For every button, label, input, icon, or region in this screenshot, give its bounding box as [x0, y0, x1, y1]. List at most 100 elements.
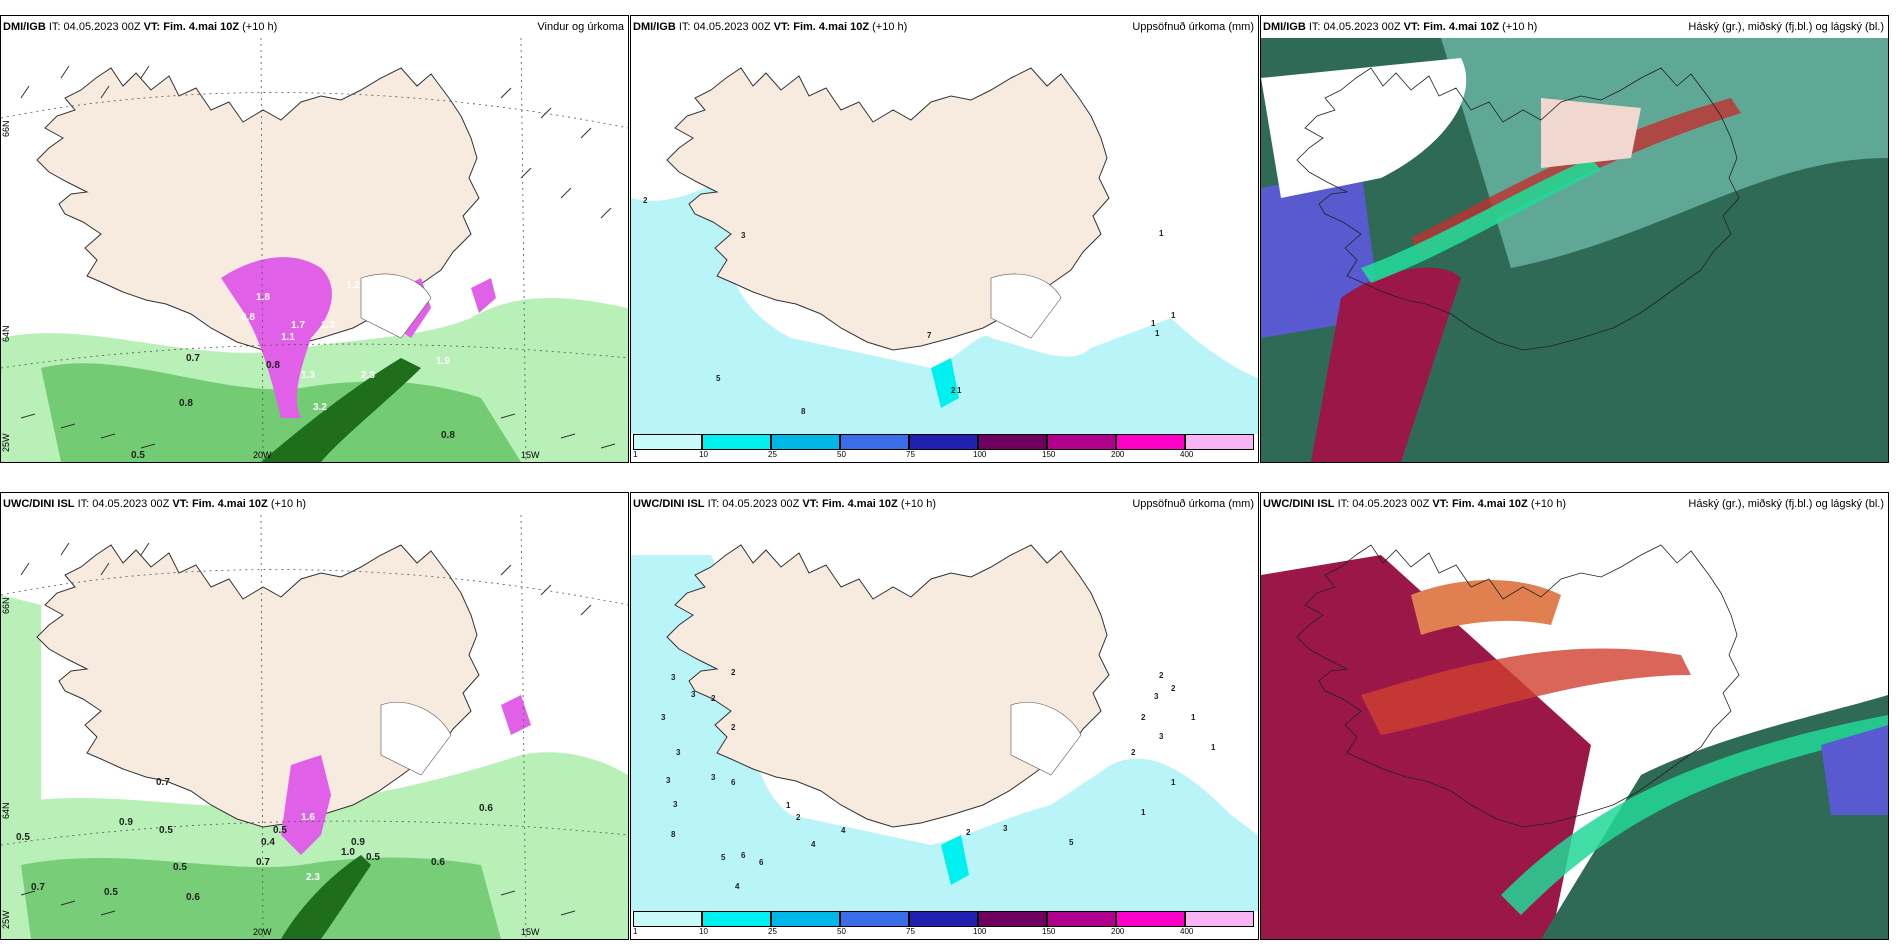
precip-amount-label: 3 — [711, 773, 716, 782]
panel-header: DMI/IGB IT: 04.05.2023 00Z VT: Fim. 4.ma… — [631, 16, 1258, 38]
precip-cyan-strong — [941, 835, 969, 885]
lat-label-64n: 64N — [1, 325, 11, 342]
precip-amount-label: 2 — [731, 668, 736, 677]
precip-amount-label: 3 — [666, 776, 671, 785]
colorbar: 1 10 25 50 75 100 150 200 400 — [633, 434, 1255, 459]
model-name: DMI/IGB — [1263, 21, 1306, 33]
precip-label: 2.3 — [306, 872, 320, 883]
precip-amount-label: 6 — [731, 778, 736, 787]
colorbar-swatch — [702, 911, 771, 927]
precip-label: 0.8 — [441, 430, 455, 441]
valid-time: Fim. 4.mai 10Z — [163, 21, 240, 33]
colorbar-tick: 150 — [1042, 450, 1056, 459]
precip-amount-label: 4 — [841, 826, 846, 835]
colorbar-swatch — [1185, 911, 1254, 927]
precip-amount-label: 1 — [1211, 743, 1216, 752]
precip-label: 0.4 — [261, 837, 275, 848]
colorbar-swatch — [840, 434, 909, 450]
precip-amount-label: 2 — [796, 813, 801, 822]
colorbar-swatch — [1116, 911, 1185, 927]
valid-label: VT: — [802, 498, 819, 510]
colorbar-swatch — [771, 434, 840, 450]
precip-label: 2.3 — [361, 370, 375, 381]
init-time: 04.05.2023 00Z — [1323, 21, 1401, 33]
magenta-precip — [281, 755, 331, 855]
lon-label-15w: 15W — [521, 927, 540, 937]
precip-label: 0.7 — [381, 300, 395, 311]
glacier-white — [990, 273, 1062, 339]
lead-time: (+10 h) — [242, 21, 278, 33]
valid-time: Fim. 4.mai 10Z — [191, 498, 268, 510]
glacier-white — [380, 702, 452, 776]
model-name: DMI/IGB — [633, 21, 676, 33]
precip-label: 0.5 — [104, 887, 118, 898]
valid-time: Fim. 4.mai 10Z — [821, 498, 898, 510]
precip-amount-label: 1 — [1159, 229, 1164, 238]
colorbar-swatch — [771, 911, 840, 927]
glacier-white — [1010, 702, 1082, 776]
panel-dmi-wind-precip: DMI/IGB IT: 04.05.2023 00Z VT: Fim. 4.ma… — [0, 15, 629, 463]
model-name: UWC/DINI ISL — [1263, 498, 1335, 510]
precip-amount-label: 5 — [1069, 838, 1074, 847]
precip-label: 0.9 — [351, 837, 365, 848]
valid-label: VT: — [773, 21, 791, 33]
colorbar-tick: 150 — [1042, 927, 1056, 936]
precip-cyan — [631, 555, 1258, 911]
precip-amount-label: 2 — [711, 694, 716, 703]
colorbar: 1 10 25 50 75 100 150 200 400 — [633, 911, 1255, 936]
precip-label: 0.6 — [431, 857, 445, 868]
precip-label: 1.7 — [291, 320, 305, 331]
panel-header: UWC/DINI ISL IT: 04.05.2023 00Z VT: Fim.… — [1, 493, 628, 515]
panel-header: DMI/IGB IT: 04.05.2023 00Z VT: Fim. 4.ma… — [1, 16, 628, 38]
init-time: 04.05.2023 00Z — [1352, 498, 1430, 510]
precip-label: 1.0 — [341, 847, 355, 858]
precip-label: 0.7 — [256, 857, 270, 868]
lat-label-64n: 64N — [1, 802, 11, 819]
precip-field-light — [1, 595, 628, 939]
colorbar-tick: 400 — [1180, 450, 1194, 459]
colorbar-tick: 1 — [633, 927, 638, 936]
precip-field-mid — [21, 857, 501, 939]
precip-amount-label: 3 — [741, 231, 746, 240]
precip-label: 3.2 — [313, 402, 327, 413]
panel-title: Vindur og úrkoma — [537, 21, 624, 33]
colorbar-swatch — [909, 911, 978, 927]
init-label: IT: — [48, 21, 61, 33]
cloud-white — [1261, 58, 1467, 198]
colorbar-swatch — [1116, 434, 1185, 450]
precip-amount-labels: 3 3 3 2 2 3 3 2 3 3 6 1 2 4 4 6 5 6 8 4 … — [661, 668, 1216, 891]
precip-amount-label: 6 — [741, 851, 746, 860]
cloud-blue — [1821, 725, 1888, 815]
precip-amount-label: 3 — [661, 713, 666, 722]
precip-label: 0.7 — [31, 882, 45, 893]
precip-label: 0.5 — [131, 450, 145, 461]
lat-label-66n: 66N — [1, 120, 11, 137]
panel-title: Uppsöfnuð úrkoma (mm) — [1132, 498, 1254, 510]
init-label: IT: — [707, 498, 720, 510]
lon-label-25w: 25W — [1, 910, 11, 929]
colorbar-swatch — [1185, 434, 1254, 450]
colorbar-swatch — [633, 434, 702, 450]
precip-amount-label: 4 — [811, 840, 816, 849]
panel-uwc-clouds: UWC/DINI ISL IT: 04.05.2023 00Z VT: Fim.… — [1260, 492, 1889, 940]
precip-field-dark — [281, 855, 371, 939]
precip-amount-label: 5 — [716, 374, 721, 383]
lead-time: (+10 h) — [900, 498, 936, 510]
precip-amount-label: 1 — [1171, 778, 1176, 787]
lead-time: (+10 h) — [1502, 21, 1538, 33]
magenta-precip — [221, 257, 332, 418]
precip-label: 0.5 — [173, 862, 187, 873]
init-time: 04.05.2023 00Z — [63, 21, 141, 33]
colorbar-swatch — [633, 911, 702, 927]
colorbar-tick: 100 — [973, 927, 987, 936]
precip-amount-label: 3 — [671, 673, 676, 682]
precip-amount-label: 4 — [735, 882, 740, 891]
lead-time: (+10 h) — [1530, 498, 1566, 510]
panel-header: UWC/DINI ISL IT: 04.05.2023 00Z VT: Fim.… — [1261, 493, 1888, 515]
precip-label: 0.7 — [186, 353, 200, 364]
colorbar-swatch — [840, 911, 909, 927]
precip-label: 0.5 — [366, 852, 380, 863]
precip-amount-label: 3 — [676, 748, 681, 757]
panel-dmi-clouds: DMI/IGB IT: 04.05.2023 00Z VT: Fim. 4.ma… — [1260, 15, 1889, 463]
init-time: 04.05.2023 00Z — [92, 498, 170, 510]
